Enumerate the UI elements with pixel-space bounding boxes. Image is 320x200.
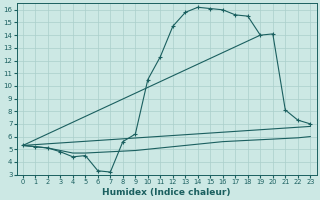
X-axis label: Humidex (Indice chaleur): Humidex (Indice chaleur) bbox=[102, 188, 231, 197]
